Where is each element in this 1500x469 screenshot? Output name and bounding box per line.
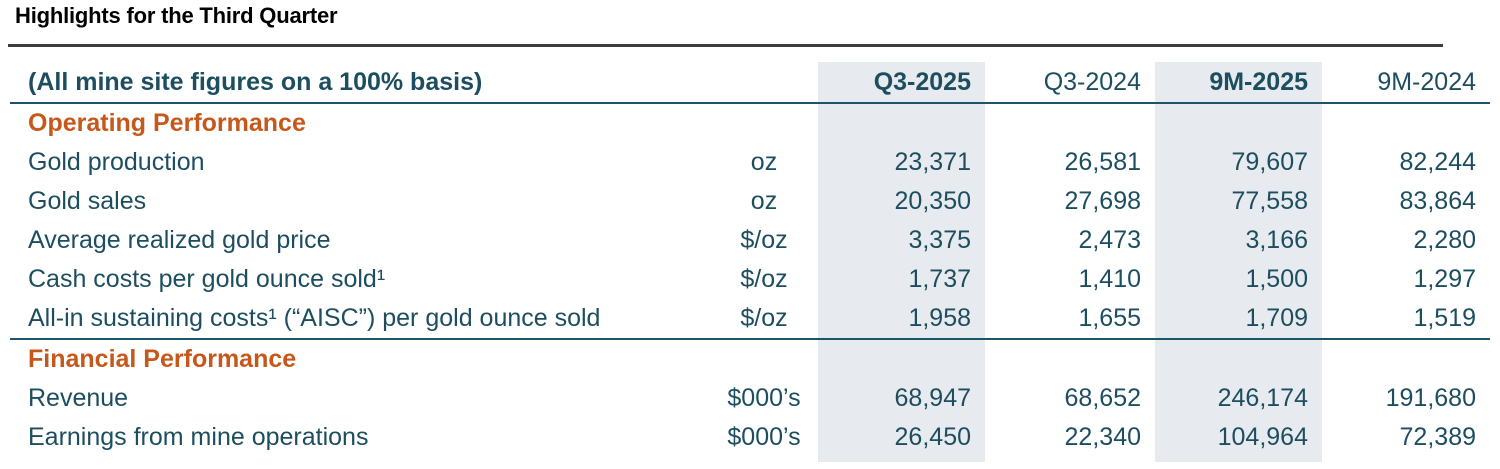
section-row-financial-performance: Financial Performance xyxy=(10,338,1490,379)
value-9m-2024: 82,244 xyxy=(1399,148,1476,176)
value-q3-2025: 20,350 xyxy=(818,182,985,221)
row-label: Gold production xyxy=(28,148,205,176)
row-unit: $/oz xyxy=(740,226,788,254)
value-9m-2025: 77,558 xyxy=(1155,182,1322,221)
table-bottom-spacer xyxy=(10,457,1490,462)
row-label: Gold sales xyxy=(28,187,147,215)
value-9m-2025: 1,709 xyxy=(1155,299,1322,338)
value-q3-2024: 1,655 xyxy=(1078,304,1141,332)
column-header-9m-2025: 9M-2025 xyxy=(1155,62,1322,102)
value-q3-2024: 27,698 xyxy=(1064,187,1141,215)
table-row-earnings-from-mine-operations: Earnings from mine operations $000’s 26,… xyxy=(10,418,1490,457)
value-q3-2025: 1,958 xyxy=(818,299,985,338)
row-label: Revenue xyxy=(28,384,129,412)
column-header-q3-2024: Q3-2024 xyxy=(1043,67,1141,96)
section-title: Operating Performance xyxy=(28,109,306,137)
value-9m-2024: 83,864 xyxy=(1399,187,1476,215)
value-9m-2024: 1,297 xyxy=(1413,265,1476,293)
value-q3-2025: 23,371 xyxy=(818,143,985,182)
row-unit: $/oz xyxy=(740,265,788,293)
row-unit: $000’s xyxy=(727,423,801,451)
table-row-aisc: All-in sustaining costs¹ (“AISC”) per go… xyxy=(10,299,1490,338)
value-q3-2025: 3,375 xyxy=(818,221,985,260)
table-header-row: (All mine site figures on a 100% basis) … xyxy=(10,62,1490,104)
value-9m-2025: 3,166 xyxy=(1155,221,1322,260)
table-row-revenue: Revenue $000’s 68,947 68,652 246,174 191… xyxy=(10,379,1490,418)
table-header-unit-spacer xyxy=(710,62,818,102)
value-9m-2025: 1,500 xyxy=(1155,260,1322,299)
row-label: Average realized gold price xyxy=(28,226,331,254)
value-q3-2024: 26,581 xyxy=(1064,148,1141,176)
column-header-q3-2025: Q3-2025 xyxy=(818,62,985,102)
value-9m-2024: 1,519 xyxy=(1413,304,1476,332)
value-9m-2025: 104,964 xyxy=(1155,418,1322,457)
column-header-9m-2024: 9M-2024 xyxy=(1377,67,1476,96)
value-q3-2024: 68,652 xyxy=(1064,384,1141,412)
title-divider xyxy=(8,44,1443,47)
page-title: Highlights for the Third Quarter xyxy=(15,3,338,28)
section-title: Financial Performance xyxy=(28,345,297,373)
section-row-operating-performance: Operating Performance xyxy=(10,104,1490,143)
row-unit: $000’s xyxy=(727,384,801,412)
value-9m-2025: 79,607 xyxy=(1155,143,1322,182)
value-9m-2025: 246,174 xyxy=(1155,379,1322,418)
value-q3-2024: 22,340 xyxy=(1064,423,1141,451)
table-row-average-realized-gold-price: Average realized gold price $/oz 3,375 2… xyxy=(10,221,1490,260)
value-q3-2025: 26,450 xyxy=(818,418,985,457)
value-9m-2024: 191,680 xyxy=(1385,384,1476,412)
value-q3-2024: 2,473 xyxy=(1078,226,1141,254)
row-unit: oz xyxy=(750,187,778,215)
table-row-gold-sales: Gold sales oz 20,350 27,698 77,558 83,86… xyxy=(10,182,1490,221)
value-9m-2024: 72,389 xyxy=(1399,423,1476,451)
row-unit: oz xyxy=(750,148,778,176)
value-q3-2025: 1,737 xyxy=(818,260,985,299)
value-q3-2025: 68,947 xyxy=(818,379,985,418)
row-label: Earnings from mine operations xyxy=(28,423,369,451)
table-row-cash-costs: Cash costs per gold ounce sold¹ $/oz 1,7… xyxy=(10,260,1490,299)
row-unit: $/oz xyxy=(740,304,788,332)
row-label: All-in sustaining costs¹ (“AISC”) per go… xyxy=(28,304,601,332)
highlights-table: (All mine site figures on a 100% basis) … xyxy=(10,62,1490,462)
table-header-label: (All mine site figures on a 100% basis) xyxy=(28,67,483,96)
value-9m-2024: 2,280 xyxy=(1413,226,1476,254)
value-q3-2024: 1,410 xyxy=(1078,265,1141,293)
table-row-gold-production: Gold production oz 23,371 26,581 79,607 … xyxy=(10,143,1490,182)
row-label: Cash costs per gold ounce sold¹ xyxy=(28,265,386,293)
